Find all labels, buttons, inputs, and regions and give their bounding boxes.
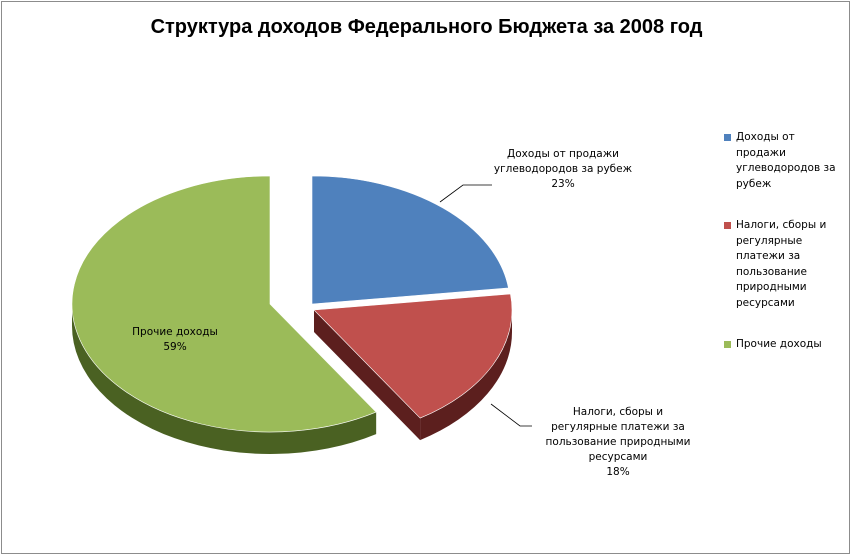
data-label-other: Прочие доходы 59%: [132, 326, 218, 353]
legend-label-resources: Налоги, сборы и регулярные платежи за по…: [736, 219, 827, 309]
legend-item-hydrocarbons: Доходы от продажи углеводородов за рубеж: [722, 130, 847, 192]
slice-side-other: [72, 304, 377, 454]
chart-title: Структура доходов Федерального Бюджета з…: [150, 16, 703, 38]
leader-line-resources: [490, 403, 532, 427]
legend-label-other: Прочие доходы: [736, 338, 822, 350]
leader-line-hydrocarbons: [439, 184, 492, 203]
slice-wall-resources: [314, 310, 421, 441]
legend-item-other: Прочие доходы: [722, 337, 847, 353]
slice-resources: [313, 293, 513, 419]
legend-item-resources: Налоги, сборы и регулярные платежи за по…: [722, 218, 847, 311]
legend-swatch-other: [724, 341, 731, 348]
slice-other: [71, 175, 377, 433]
legend: Доходы от продажи углеводородов за рубеж…: [722, 130, 847, 353]
data-label-hydrocarbons: Доходы от продажи углеводородов за рубеж 2…: [494, 148, 633, 190]
legend-swatch-resources: [724, 222, 731, 229]
slice-hydrocarbons: [311, 175, 509, 305]
legend-label-hydrocarbons: Доходы от продажи углеводородов за рубеж: [736, 131, 836, 190]
slice-side-resources: [420, 310, 512, 441]
legend-swatch-hydrocarbons: [724, 134, 731, 141]
data-label-resources: Налоги, сборы и регулярные платежи за поль…: [546, 406, 691, 478]
